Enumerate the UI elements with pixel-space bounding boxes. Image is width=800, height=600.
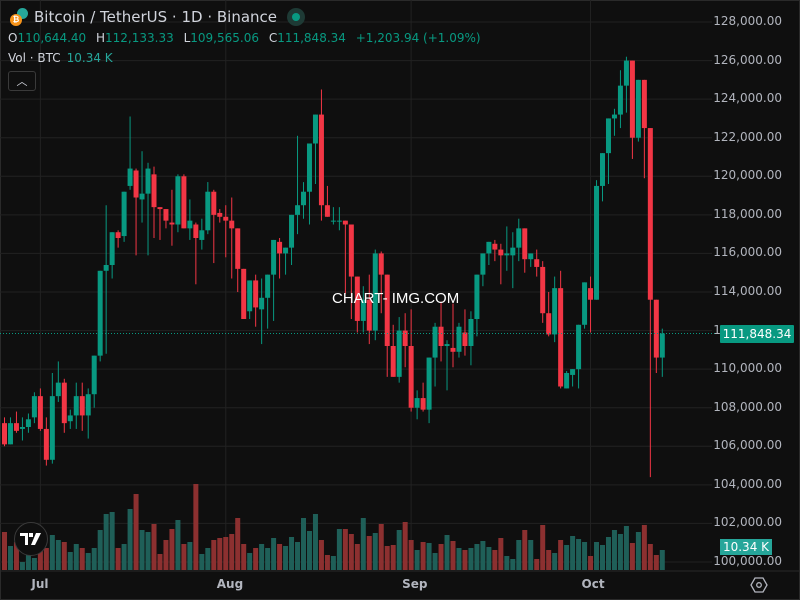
high-value: 112,133.33 [105,31,174,45]
settings-icon[interactable] [750,576,768,594]
close-label: C [268,31,278,45]
close-value: 111,848.34 [277,31,346,45]
collapse-legend-button[interactable]: ︿ [8,71,36,91]
price-axis-label: 128,000.00 [713,14,782,28]
price-axis-label: 114,000.00 [713,284,782,298]
price-axis-label: 100,000.00 [713,554,782,568]
chart-legend: ₿ Bitcoin / TetherUS · 1D · Binance O110… [8,6,487,91]
open-label: O [8,31,18,45]
volume-label: Vol · BTC [8,51,61,65]
price-axis-label: 108,000.00 [713,399,782,414]
price-axis-label: 120,000.00 [713,168,782,183]
symbol-title[interactable]: Bitcoin / TetherUS · 1D · Binance [34,8,277,26]
time-axis-label: Aug [216,577,244,591]
price-axis-label: 102,000.00 [713,515,782,530]
ohlc-values: O110,644.40 H112,133.33 L109,565.06 C111… [8,31,487,45]
price-axis-label: 122,000.00 [713,129,782,144]
price-axis-label: 124,000.00 [713,91,782,106]
low-value: 109,565.06 [190,31,259,45]
last-price-tag: 111,848.34 [720,325,794,343]
price-axis-label: 106,000.00 [713,438,782,453]
last-volume-tag: 10.34 K [720,539,772,555]
price-axis-label: 110,000.00 [713,361,782,376]
time-axis-label: Jul [31,577,49,591]
price-axis-label: 118,000.00 [713,206,782,221]
low-label: L [183,31,191,45]
bitcoin-tether-icon: ₿ [8,7,30,27]
open-value: 110,644.40 [17,31,87,45]
change-value: +1,203.94 (+1.09%) [355,31,481,45]
market-status-icon [287,8,305,26]
high-label: H [96,31,106,45]
price-axis-label: 126,000.00 [713,52,782,67]
price-axis-label: 104,000.00 [713,476,782,491]
tradingview-logo[interactable] [14,522,48,556]
volume-legend: Vol · BTC 10.34 K [8,51,487,65]
time-axis-label: Oct [581,577,605,591]
time-axis-label: Sep [402,577,428,591]
chevron-up-icon: ︿ [16,75,28,88]
price-axis-label: 116,000.00 [713,245,782,260]
watermark: CHART- IMG.COM [332,290,460,307]
volume-value: 10.34 K [66,51,113,65]
